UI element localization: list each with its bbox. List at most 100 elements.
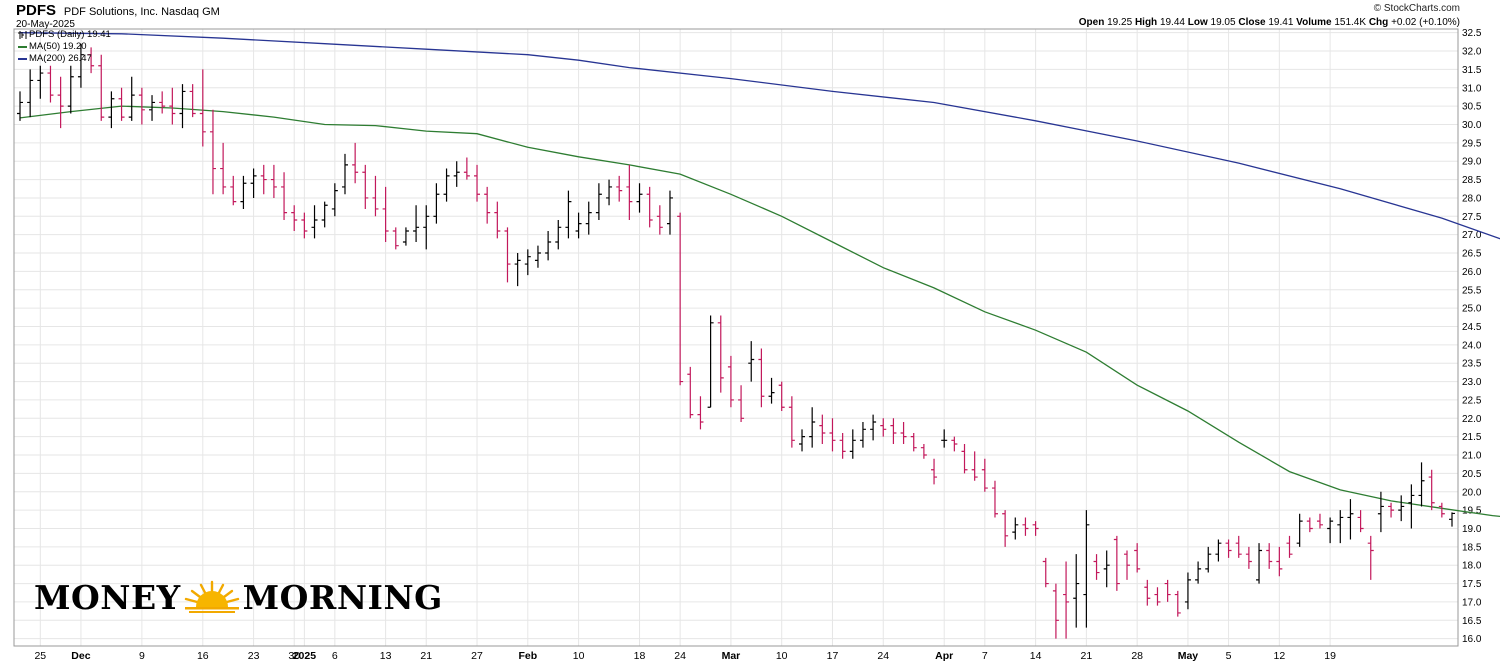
ohlc-bar xyxy=(1154,587,1161,606)
ohlc-bar xyxy=(250,168,257,198)
y-tick-label: 32.5 xyxy=(1462,28,1482,39)
ohlc-bar xyxy=(47,65,54,103)
company-name: PDF Solutions, Inc. Nasdaq GM xyxy=(63,6,220,18)
ohlc-bar xyxy=(1022,517,1029,536)
ohlc-bar xyxy=(179,84,186,129)
ohlc-bar xyxy=(209,109,216,195)
ohlc-bar xyxy=(626,164,633,220)
logo-text-left: MONEY xyxy=(34,578,181,617)
ohlc-bar xyxy=(524,249,531,276)
ohlc-bar xyxy=(291,205,298,231)
ohlc-summary: Open 19.25 High 19.44 Low 19.05 Close 19… xyxy=(1079,17,1460,28)
ohlc-bar xyxy=(281,172,288,220)
ohlc-bar xyxy=(402,227,409,246)
plot-frame xyxy=(13,28,1459,647)
ohlc-bar xyxy=(585,201,592,235)
ohlc-bar xyxy=(534,245,541,268)
stockcharts-brand: © StockCharts.com xyxy=(1373,3,1460,14)
x-tick-label: Dec xyxy=(71,650,90,662)
ohlc-bar xyxy=(1327,517,1334,544)
ohlc-bar xyxy=(1174,590,1181,617)
ohlc-bar xyxy=(1428,469,1435,511)
volume-label: Volume xyxy=(1296,17,1332,28)
ohlc-bar xyxy=(1286,535,1293,558)
ohlc-bar xyxy=(1012,517,1019,540)
ohlc-bar xyxy=(382,186,389,243)
x-tick-label: 13 xyxy=(380,650,392,662)
ohlc-bar xyxy=(727,355,734,408)
ohlc-bar xyxy=(788,396,795,448)
x-tick-label: 6 xyxy=(332,650,338,662)
y-tick-label: 17.5 xyxy=(1462,579,1482,590)
ohlc-bar xyxy=(311,205,318,239)
ohlc-bar xyxy=(423,205,430,250)
ohlc-bar xyxy=(991,480,998,518)
ohlc-bar xyxy=(1245,546,1252,569)
ohlc-bar xyxy=(27,69,34,118)
ohlc-bar xyxy=(1032,521,1039,536)
x-tick-label: 18 xyxy=(634,650,646,662)
y-tick-label: 22.0 xyxy=(1462,414,1482,425)
ohlc-bar xyxy=(321,201,328,228)
y-tick-label: 20.5 xyxy=(1462,469,1482,480)
ohlc-bar xyxy=(443,168,450,202)
ohlc-bar xyxy=(189,84,196,118)
ohlc-bar xyxy=(1408,484,1415,529)
ohlc-bar xyxy=(1052,583,1059,639)
ohlc-bar xyxy=(1164,579,1171,602)
ohlc-bar xyxy=(748,341,755,382)
x-tick-label: 19 xyxy=(1324,650,1336,662)
x-tick-label: Mar xyxy=(722,650,741,662)
ohlc-bar xyxy=(981,458,988,492)
ohlc-bar xyxy=(829,418,836,452)
ohlc-bar xyxy=(260,164,267,195)
ohlc-bar xyxy=(890,418,897,445)
ohlc-bar xyxy=(1184,572,1191,610)
logo-text-right: MORNING xyxy=(242,578,443,617)
ohlc-bar xyxy=(138,87,145,125)
open-value: 19.25 xyxy=(1107,17,1133,28)
legend-ma200-label: MA(200) 26.47 xyxy=(29,53,92,64)
ohlc-bar xyxy=(931,458,938,485)
ohlc-bar xyxy=(839,432,846,459)
ohlc-bar xyxy=(819,414,826,445)
ohlc-bar xyxy=(900,421,907,445)
ohlc-bar xyxy=(514,253,521,287)
x-tick-label: 9 xyxy=(139,650,145,662)
ohlc-bar xyxy=(37,65,44,99)
ohlc-bar xyxy=(1093,554,1100,580)
ohlc-bar xyxy=(870,414,877,441)
ohlc-bar xyxy=(352,142,359,184)
ohlc-bar xyxy=(169,87,176,125)
ohlc-bar xyxy=(270,164,277,198)
open-label: Open xyxy=(1078,17,1105,28)
ohlc-bar xyxy=(484,186,491,224)
ohlc-bar xyxy=(1296,513,1303,547)
money-morning-logo: MONEY MORNING xyxy=(34,578,443,617)
ma200-swatch xyxy=(18,58,27,60)
y-tick-label: 23.0 xyxy=(1462,377,1482,388)
x-tick-label: 25 xyxy=(34,650,46,662)
ohlc-bar xyxy=(494,201,501,239)
x-tick-label: 10 xyxy=(776,650,788,662)
y-tick-label: 18.0 xyxy=(1462,561,1482,572)
legend-ma200: MA(200) 26.47 xyxy=(18,53,111,65)
y-tick-label: 25.5 xyxy=(1462,285,1482,296)
ohlc-bar xyxy=(1063,561,1070,639)
ohlc-bar xyxy=(1398,495,1405,522)
ohlc-bar xyxy=(128,76,135,121)
x-tick-label: 2025 xyxy=(293,650,317,662)
ohlc-bar xyxy=(1205,546,1212,573)
ohlc-bar xyxy=(1256,543,1263,584)
x-tick-label: 21 xyxy=(1081,650,1093,662)
sun-icon xyxy=(184,580,239,613)
ohlc-bar xyxy=(1388,502,1395,518)
x-tick-label: 14 xyxy=(1030,650,1042,662)
ohlc-bar-icon xyxy=(18,31,27,39)
legend-price-label: PDFS (Daily) 19.41 xyxy=(29,29,111,40)
y-tick-label: 22.5 xyxy=(1462,395,1482,406)
ohlc-bar xyxy=(778,381,785,411)
y-tick-label: 25.0 xyxy=(1462,304,1482,315)
ohlc-bar xyxy=(971,451,978,481)
volume-value: 151.4K xyxy=(1334,17,1367,28)
